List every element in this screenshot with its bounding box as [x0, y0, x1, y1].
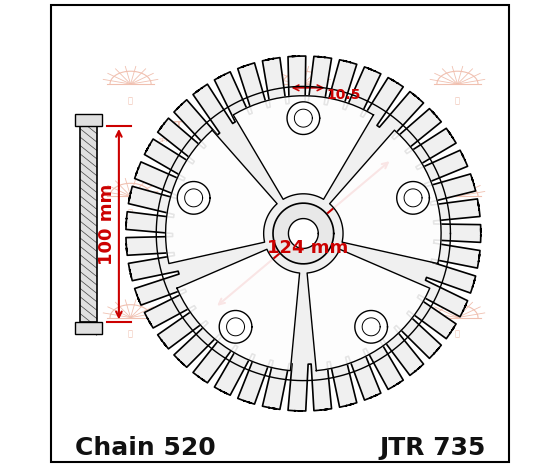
Polygon shape: [233, 96, 374, 199]
Text: 弋: 弋: [128, 329, 133, 339]
Polygon shape: [330, 130, 441, 263]
Text: 10.5: 10.5: [326, 88, 361, 102]
Polygon shape: [177, 249, 300, 371]
Text: JTR 735: JTR 735: [379, 436, 486, 460]
Text: 124 mm: 124 mm: [267, 239, 349, 256]
Polygon shape: [288, 219, 318, 248]
Text: 弋: 弋: [455, 329, 460, 339]
Text: JT: JT: [172, 261, 183, 271]
Text: SPROCKETS: SPROCKETS: [322, 278, 359, 283]
Text: 弋: 弋: [128, 208, 133, 217]
Text: 弋: 弋: [455, 208, 460, 217]
Bar: [80, 126, 97, 322]
Polygon shape: [273, 203, 334, 264]
Text: SPROCKETS: SPROCKETS: [322, 138, 359, 142]
Polygon shape: [178, 182, 210, 214]
Text: 弋: 弋: [301, 96, 306, 105]
Text: 弋: 弋: [128, 96, 133, 105]
Bar: [76, 114, 101, 126]
Polygon shape: [307, 249, 430, 371]
Text: SPROCKETS: SPROCKETS: [159, 278, 195, 283]
Text: 弋: 弋: [301, 329, 306, 339]
Polygon shape: [166, 130, 277, 263]
Polygon shape: [219, 311, 252, 343]
Polygon shape: [355, 311, 388, 343]
Text: 弋: 弋: [301, 208, 306, 217]
Polygon shape: [126, 56, 481, 411]
Bar: [76, 322, 101, 334]
Text: SPROCKETS: SPROCKETS: [159, 138, 195, 142]
Text: 弋: 弋: [455, 96, 460, 105]
Text: JT: JT: [335, 121, 346, 131]
Text: 100 mm: 100 mm: [98, 184, 116, 265]
Polygon shape: [396, 182, 430, 214]
Text: JT: JT: [172, 121, 183, 131]
Polygon shape: [287, 102, 320, 134]
Text: Chain 520: Chain 520: [74, 436, 215, 460]
Text: JT: JT: [335, 261, 346, 271]
